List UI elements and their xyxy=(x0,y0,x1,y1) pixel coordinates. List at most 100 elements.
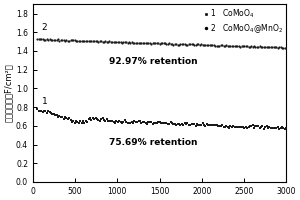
Point xyxy=(192,122,197,126)
Point xyxy=(70,39,74,42)
Point xyxy=(61,39,66,42)
Point xyxy=(175,43,180,46)
Point xyxy=(82,121,87,125)
Point xyxy=(212,43,216,46)
Point xyxy=(166,42,170,45)
Point xyxy=(152,121,156,125)
Point xyxy=(264,46,269,49)
Point xyxy=(143,121,148,124)
Point xyxy=(174,43,178,46)
Point xyxy=(65,39,70,42)
Point xyxy=(182,43,187,46)
Point xyxy=(47,110,52,114)
Point xyxy=(210,123,215,126)
Point xyxy=(228,124,233,127)
Point xyxy=(78,120,83,123)
Point xyxy=(246,45,251,48)
Point xyxy=(184,122,188,126)
Point xyxy=(125,41,130,44)
Point xyxy=(147,120,152,124)
Point xyxy=(168,120,173,123)
Point xyxy=(99,40,103,43)
Point xyxy=(239,44,244,47)
Point xyxy=(39,109,44,112)
Point xyxy=(118,120,123,124)
Point xyxy=(56,38,60,41)
Point xyxy=(282,46,287,49)
Point xyxy=(74,119,79,122)
Point xyxy=(164,42,169,45)
Point xyxy=(43,109,48,112)
Point xyxy=(146,41,151,44)
Point xyxy=(224,43,229,46)
Point xyxy=(246,125,251,128)
Point xyxy=(82,39,87,42)
Point xyxy=(218,124,223,128)
Point xyxy=(138,120,142,123)
Point xyxy=(252,45,256,48)
Point xyxy=(78,39,83,42)
Point xyxy=(92,39,97,42)
Point xyxy=(127,40,131,44)
Point xyxy=(106,40,110,43)
Point xyxy=(177,43,182,46)
Point xyxy=(221,44,226,47)
Point xyxy=(42,109,46,112)
Point xyxy=(189,123,194,126)
Point xyxy=(210,44,215,47)
Point xyxy=(179,42,184,46)
Point xyxy=(110,40,115,43)
Point xyxy=(215,44,220,47)
Point xyxy=(192,43,197,46)
Point xyxy=(235,44,240,47)
Point xyxy=(197,124,202,127)
Point xyxy=(193,124,198,127)
Point xyxy=(245,127,250,130)
Point xyxy=(103,40,108,43)
Point xyxy=(60,115,64,119)
Point xyxy=(228,44,233,47)
Point xyxy=(86,117,91,121)
Point xyxy=(107,40,112,43)
Point xyxy=(86,39,91,43)
Point xyxy=(208,44,213,47)
Point xyxy=(61,117,66,121)
Point xyxy=(275,125,280,129)
Point xyxy=(47,38,52,41)
Point xyxy=(131,41,136,44)
Point xyxy=(248,45,252,48)
Point xyxy=(264,125,269,128)
Point xyxy=(49,38,53,41)
Point xyxy=(160,121,165,124)
Point xyxy=(215,124,220,128)
Point xyxy=(260,124,265,127)
Point xyxy=(150,122,155,125)
Point xyxy=(236,44,241,48)
Point xyxy=(122,119,127,122)
Point xyxy=(93,40,98,43)
Point xyxy=(270,46,274,49)
Point xyxy=(104,117,109,121)
Point xyxy=(263,125,268,129)
Point xyxy=(241,125,245,128)
Point xyxy=(138,41,142,44)
Point xyxy=(58,38,63,41)
Point xyxy=(72,39,77,42)
Point xyxy=(51,112,56,115)
Point xyxy=(100,116,105,119)
Point xyxy=(83,39,88,43)
Point xyxy=(271,45,276,48)
Point xyxy=(122,41,127,44)
Point xyxy=(44,38,49,41)
Point xyxy=(186,123,191,126)
Point xyxy=(97,40,102,43)
Point xyxy=(103,119,108,122)
Point xyxy=(249,45,254,48)
Point xyxy=(128,41,133,44)
Point xyxy=(136,41,141,44)
Point xyxy=(196,43,201,46)
Point xyxy=(250,45,255,49)
Point xyxy=(57,114,62,117)
Point xyxy=(67,116,71,119)
Point xyxy=(124,121,129,124)
